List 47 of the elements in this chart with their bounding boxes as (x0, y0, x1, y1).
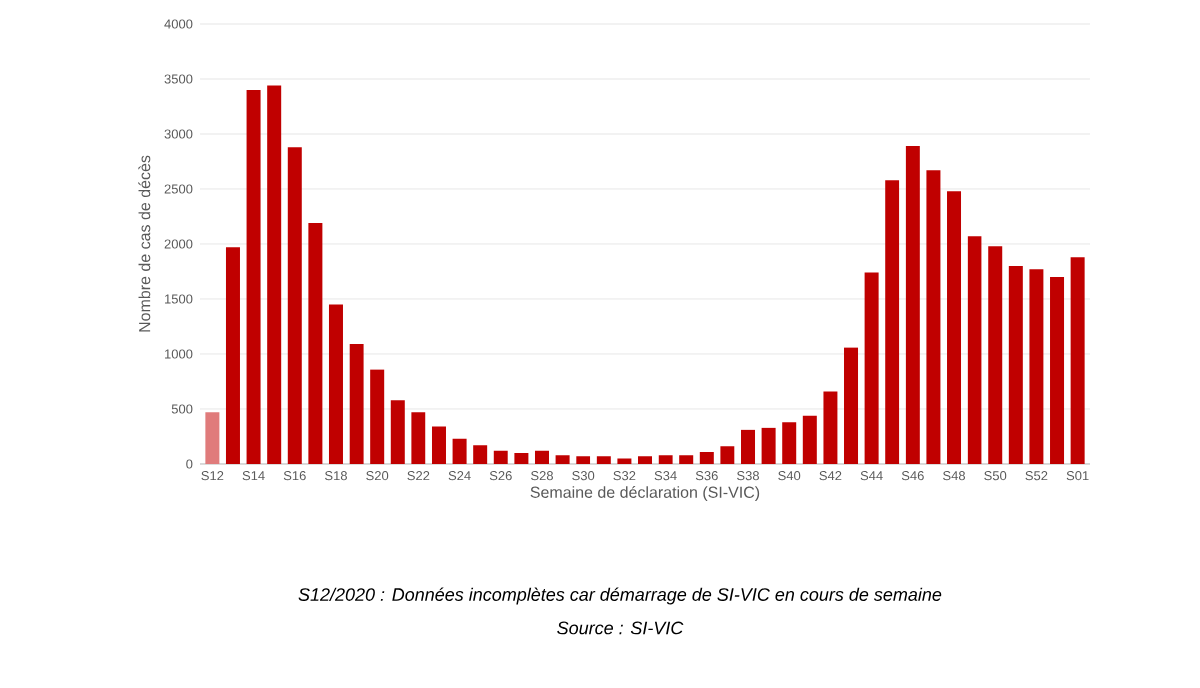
bar (926, 170, 941, 464)
bar (596, 456, 611, 464)
bar (1070, 257, 1085, 464)
bar (411, 412, 426, 464)
bar (782, 422, 797, 464)
bar (308, 223, 323, 464)
bar (1029, 269, 1044, 464)
bar (534, 450, 549, 464)
bar (1050, 276, 1065, 464)
bar (658, 455, 673, 464)
x-axis-title: Semaine de déclaration (SI-VIC) (530, 485, 760, 502)
bar (390, 400, 405, 464)
bar (823, 391, 838, 464)
bar (225, 247, 240, 464)
bar (885, 180, 900, 464)
bar (720, 446, 735, 464)
bar (452, 438, 467, 464)
bar (555, 455, 570, 464)
bar (947, 191, 962, 464)
bar (493, 450, 508, 464)
bar (287, 147, 302, 464)
bar (761, 427, 776, 464)
bar (431, 426, 446, 464)
source-note: Source : SI-VIC (557, 621, 684, 635)
y-axis-title: Nombre de cas de décès (138, 155, 151, 332)
bar (988, 246, 1003, 464)
bar (473, 445, 488, 464)
bar (802, 415, 817, 464)
bar (349, 344, 364, 464)
bar (370, 369, 385, 464)
bar (638, 456, 653, 464)
bar (967, 236, 982, 464)
bar (246, 89, 261, 464)
bar (699, 451, 714, 464)
bar (864, 272, 879, 464)
bar (205, 412, 220, 464)
bar (328, 304, 343, 464)
bar (844, 347, 859, 464)
text: S12/2020 : Données incomplètes car démarrage de SI-VIC en cours de semaine (298, 587, 942, 605)
bar (1008, 265, 1023, 464)
bar (679, 455, 694, 464)
bar (617, 458, 632, 464)
bar (741, 429, 756, 464)
bar (905, 146, 920, 464)
bar (267, 85, 282, 464)
bar (514, 452, 529, 464)
bar (576, 456, 591, 464)
